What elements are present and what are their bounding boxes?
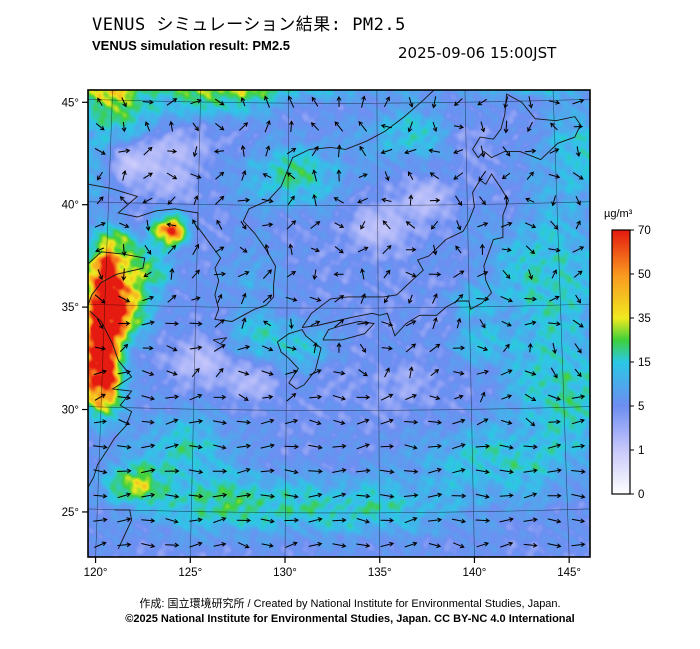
colorbar-frame	[611, 229, 631, 495]
axis-labels: 120° 125° 130° 135° 140° 145° 25° 30° 35° 40° 45°	[62, 97, 581, 579]
page-subtitle: VENUS simulation result: PM2.5	[92, 38, 290, 53]
colorbar-tick-label: 0	[638, 489, 644, 501]
coastline-shandong	[88, 251, 146, 306]
page-title: VENUS シミュレーション結果: PM2.5	[92, 15, 406, 35]
coastline-shikoku	[322, 321, 375, 341]
license-line: ©2025 National Institute for Environment…	[125, 613, 575, 625]
colorbar-tick-label: 35	[638, 313, 651, 325]
colorbar-tick-label: 15	[638, 357, 651, 369]
lat-tick-label: 30°	[62, 405, 79, 417]
colorbar-gradient	[612, 230, 630, 494]
colorbar-tick-label: 5	[638, 401, 644, 413]
timestamp: 2025-09-06 15:00JST	[398, 44, 557, 62]
lat-tick-label: 40°	[62, 200, 79, 212]
lat-tick-label: 35°	[62, 302, 79, 314]
coastline-taiwan	[114, 509, 133, 549]
coastline-honshu	[301, 173, 510, 337]
colorbar-tick-label: 70	[638, 225, 651, 237]
lat-tick-label: 45°	[62, 97, 79, 109]
coastline-kyushu	[276, 329, 322, 390]
colorbar-tick-label: 50	[638, 269, 651, 281]
wind-vectors	[93, 95, 586, 549]
lon-tick-label: 130°	[273, 567, 297, 579]
coastline-mainland-asia	[88, 90, 435, 322]
coastline-hokkaido	[472, 93, 582, 161]
map-frame	[87, 89, 591, 558]
lon-tick-label: 125°	[178, 567, 202, 579]
colorbar-tick-label: 1	[638, 445, 644, 457]
lon-tick-label: 135°	[368, 567, 392, 579]
coastlines	[88, 90, 582, 549]
coastline-china-east-coast	[88, 310, 133, 488]
lon-tick-label: 140°	[463, 567, 487, 579]
coastline-jeju	[212, 337, 228, 345]
credit-line: 作成: 国立環境研究所 / Created by National Instit…	[139, 598, 561, 610]
lon-tick-label: 120°	[84, 567, 108, 579]
colorbar-unit-label: µg/m³	[604, 208, 633, 220]
lon-tick-label: 145°	[557, 567, 581, 579]
lat-tick-label: 25°	[62, 507, 79, 519]
